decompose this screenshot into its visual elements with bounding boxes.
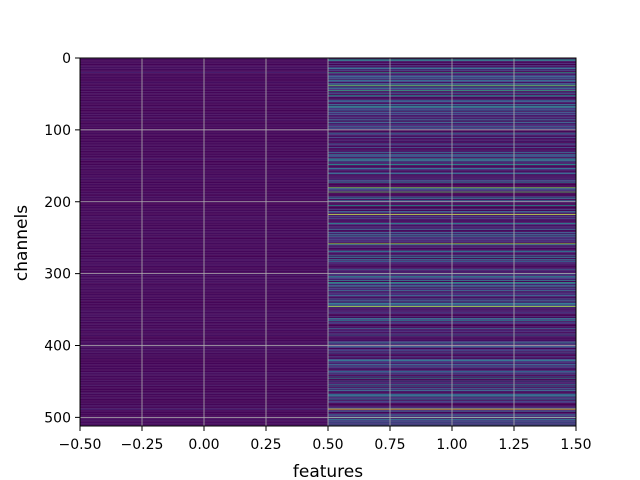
x-tick-label: 1.25 [498,437,529,453]
x-tick-label: 0.00 [188,437,219,453]
x-axis-label: features [293,462,363,480]
x-tick-label: −0.25 [121,437,164,453]
x-tick-label: 0.25 [250,437,281,453]
grid-lines [80,57,576,426]
x-tick-label: 1.00 [436,437,467,453]
y-tick-label: 0 [62,51,71,67]
y-axis-ticks: 0 100 200 300 400 500 [44,51,80,426]
x-tick-label: 0.50 [312,437,343,453]
y-tick-label: 200 [44,195,71,211]
y-tick-label: 500 [44,410,71,426]
y-tick-label: 100 [44,123,71,139]
x-tick-label: 1.50 [560,437,591,453]
x-axis-ticks: −0.50 −0.25 0.00 0.25 0.50 0.75 1.00 1.25 1.50 [59,426,592,453]
y-tick-label: 300 [44,267,71,283]
y-axis-label: channels [12,205,32,281]
x-tick-label: 0.75 [374,437,405,453]
y-tick-label: 400 [44,339,71,355]
x-tick-label: −0.50 [59,437,102,453]
